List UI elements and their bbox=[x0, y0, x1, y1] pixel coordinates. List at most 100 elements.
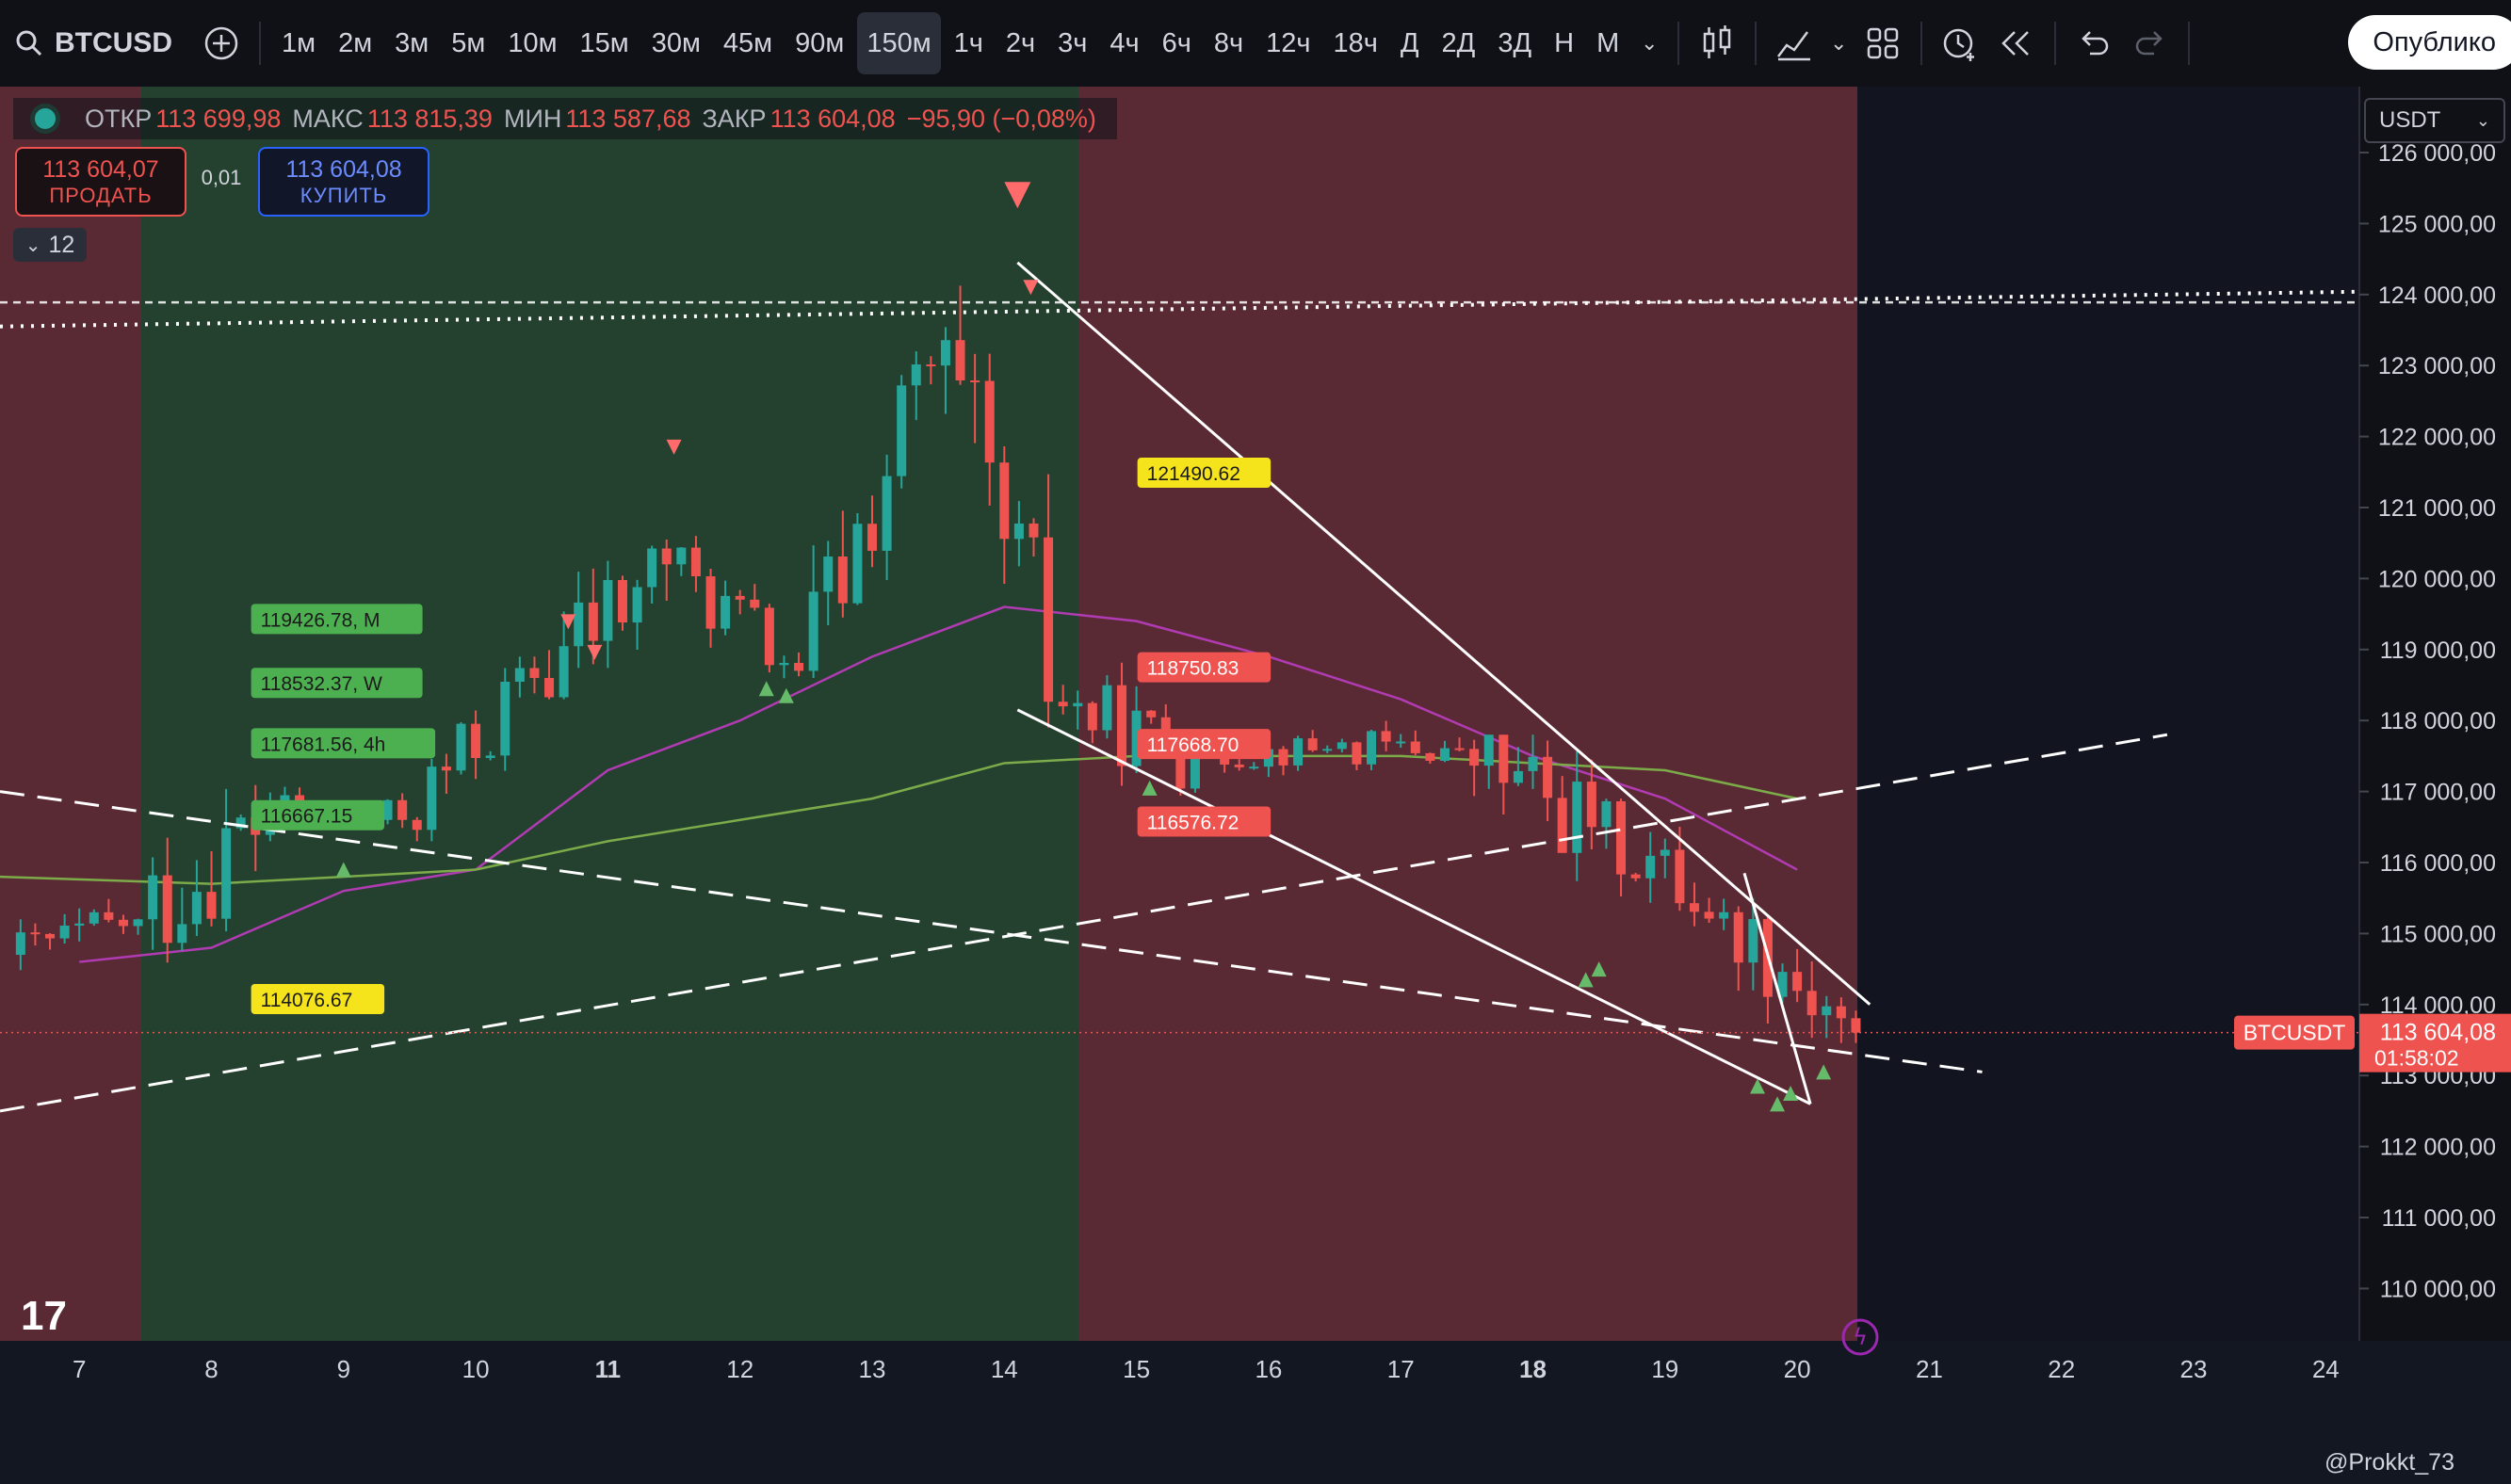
candle[interactable] bbox=[118, 919, 128, 927]
interval-button[interactable]: 4ч bbox=[1110, 27, 1140, 58]
candle[interactable] bbox=[574, 602, 584, 647]
candle[interactable] bbox=[1410, 741, 1420, 753]
candle[interactable] bbox=[397, 799, 408, 820]
compare-add-icon[interactable] bbox=[193, 12, 250, 74]
candle[interactable] bbox=[1777, 972, 1788, 997]
candle[interactable] bbox=[690, 547, 701, 577]
candle[interactable] bbox=[1044, 537, 1054, 702]
candle[interactable] bbox=[1396, 741, 1406, 744]
candle[interactable] bbox=[632, 587, 642, 623]
interval-button[interactable]: 1м bbox=[282, 27, 316, 58]
interval-button[interactable]: 2Д bbox=[1441, 27, 1476, 58]
candle[interactable] bbox=[45, 933, 56, 939]
candle[interactable] bbox=[500, 681, 510, 756]
price-axis[interactable] bbox=[2359, 87, 2511, 1360]
candle[interactable] bbox=[382, 799, 393, 820]
candle[interactable] bbox=[823, 556, 834, 592]
candle[interactable] bbox=[1719, 911, 1729, 919]
candle[interactable] bbox=[750, 599, 760, 608]
ascending-dashed-line[interactable] bbox=[0, 733, 2168, 1113]
candle[interactable] bbox=[779, 662, 789, 666]
candle[interactable] bbox=[544, 677, 555, 698]
candle[interactable] bbox=[177, 924, 187, 944]
wedge-upper-line[interactable] bbox=[1016, 261, 1871, 1006]
candle[interactable] bbox=[1454, 748, 1465, 750]
candle[interactable] bbox=[59, 925, 70, 939]
candle[interactable] bbox=[1087, 702, 1097, 731]
chevron-down-icon[interactable]: ⌄ bbox=[1641, 31, 1659, 55]
candle[interactable] bbox=[1660, 849, 1670, 856]
candle[interactable] bbox=[1630, 874, 1641, 879]
candle[interactable] bbox=[427, 766, 437, 831]
candle[interactable] bbox=[1704, 911, 1714, 919]
interval-button[interactable]: 3Д bbox=[1498, 27, 1532, 58]
candle[interactable] bbox=[1029, 523, 1039, 538]
interval-button[interactable]: 1ч bbox=[953, 27, 983, 58]
interval-button[interactable]: 5м bbox=[451, 27, 486, 58]
candle[interactable] bbox=[133, 919, 143, 927]
candle[interactable] bbox=[882, 476, 892, 551]
candle[interactable] bbox=[926, 364, 936, 367]
candle[interactable] bbox=[1102, 685, 1112, 731]
interval-button[interactable]: 3ч bbox=[1058, 27, 1088, 58]
lightning-icon[interactable] bbox=[1841, 1318, 1879, 1356]
candle[interactable] bbox=[1234, 764, 1244, 767]
candle[interactable] bbox=[74, 923, 85, 926]
interval-button[interactable]: 18ч bbox=[1333, 27, 1378, 58]
candle[interactable] bbox=[1439, 748, 1450, 761]
candle[interactable] bbox=[1822, 1006, 1832, 1016]
candle[interactable] bbox=[412, 819, 422, 831]
symbol-search[interactable]: BTCUSD bbox=[0, 27, 193, 59]
candle[interactable] bbox=[1381, 731, 1391, 742]
layout-grid-icon[interactable] bbox=[1855, 12, 1911, 74]
candle[interactable] bbox=[1293, 738, 1304, 766]
candle[interactable] bbox=[1322, 749, 1333, 751]
candle[interactable] bbox=[970, 380, 980, 383]
candle[interactable] bbox=[1058, 702, 1068, 707]
interval-button[interactable]: 12ч bbox=[1266, 27, 1311, 58]
chevron-down-icon[interactable]: ⌄ bbox=[1830, 31, 1848, 55]
candle[interactable] bbox=[15, 932, 25, 956]
candle[interactable] bbox=[559, 646, 569, 698]
redo-icon[interactable] bbox=[2122, 12, 2179, 74]
candle[interactable] bbox=[1131, 710, 1142, 766]
candle[interactable] bbox=[661, 548, 672, 565]
candle[interactable] bbox=[1543, 756, 1553, 798]
candle[interactable] bbox=[1586, 782, 1596, 828]
moving-average-line[interactable] bbox=[0, 754, 1798, 885]
candle[interactable] bbox=[1498, 734, 1509, 783]
interval-button[interactable]: Н bbox=[1554, 27, 1575, 58]
candle[interactable] bbox=[235, 817, 246, 829]
candle[interactable] bbox=[1278, 749, 1288, 766]
candle[interactable] bbox=[148, 875, 158, 920]
interval-button[interactable]: 90м bbox=[795, 27, 845, 58]
interval-button[interactable]: 2ч bbox=[1005, 27, 1036, 58]
indicators-toggle[interactable]: ⌄ 12 bbox=[13, 228, 87, 262]
buy-button[interactable]: 113 604,08 КУПИТЬ bbox=[258, 147, 429, 217]
candle[interactable] bbox=[721, 595, 731, 629]
interval-button[interactable]: М bbox=[1596, 27, 1620, 58]
candle[interactable] bbox=[456, 723, 466, 771]
candle[interactable] bbox=[984, 380, 995, 463]
interval-button[interactable]: 8ч bbox=[1213, 27, 1244, 58]
candle[interactable] bbox=[1190, 755, 1200, 789]
candle[interactable] bbox=[808, 591, 818, 671]
candle[interactable] bbox=[104, 911, 114, 920]
breakout-line[interactable] bbox=[1742, 872, 1812, 1105]
sell-button[interactable]: 113 604,07 ПРОДАТЬ bbox=[15, 147, 186, 217]
candle[interactable] bbox=[764, 607, 774, 666]
candle[interactable] bbox=[191, 892, 202, 925]
candle[interactable] bbox=[603, 579, 613, 641]
undo-icon[interactable] bbox=[2066, 12, 2122, 74]
indicators-icon[interactable] bbox=[1766, 12, 1822, 74]
candle[interactable] bbox=[1013, 523, 1024, 540]
candle[interactable] bbox=[1792, 972, 1803, 992]
candles-style-icon[interactable] bbox=[1689, 12, 1745, 74]
candle[interactable] bbox=[1557, 798, 1567, 853]
candle[interactable] bbox=[1616, 800, 1627, 875]
candle[interactable] bbox=[588, 602, 598, 641]
candle[interactable] bbox=[1352, 742, 1362, 765]
candle[interactable] bbox=[1851, 1018, 1861, 1033]
interval-button[interactable]: 6ч bbox=[1161, 27, 1191, 58]
candle[interactable] bbox=[1572, 782, 1582, 853]
